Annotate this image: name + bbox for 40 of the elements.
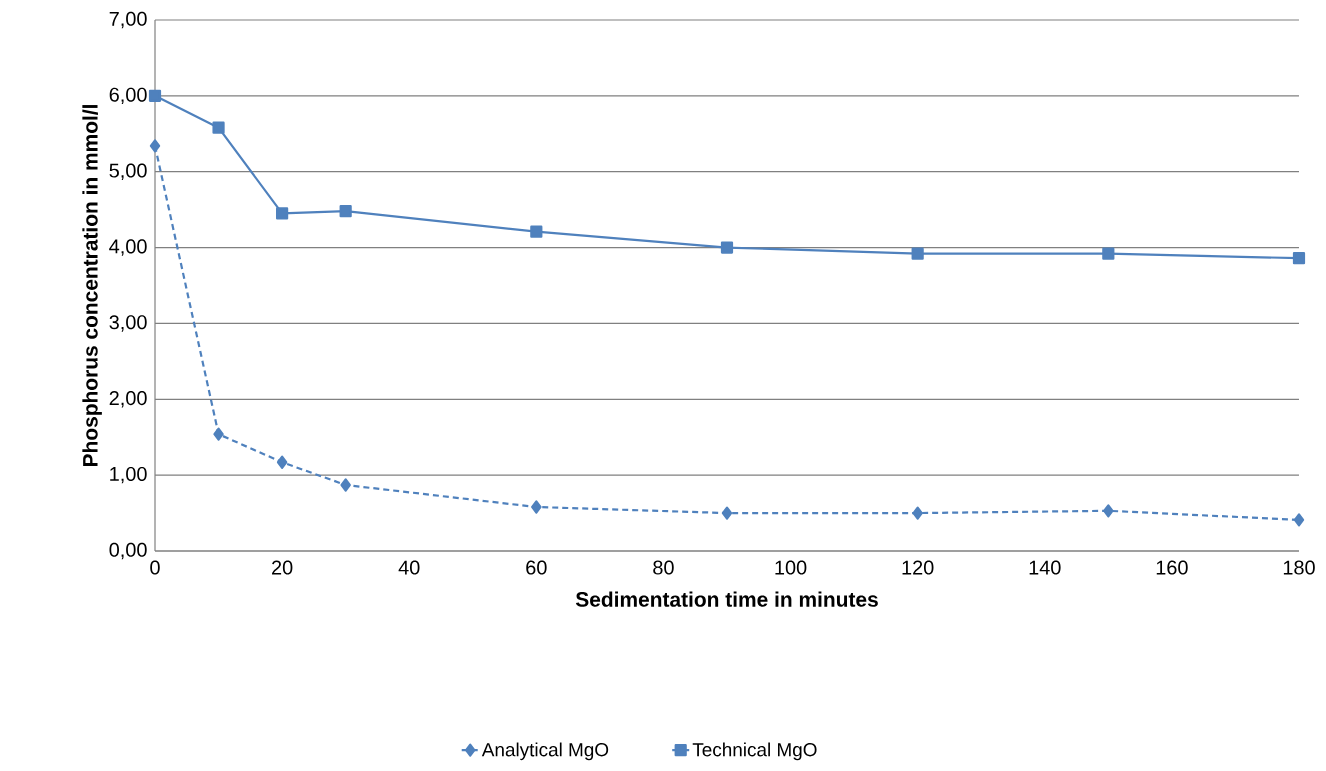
point bbox=[530, 225, 543, 238]
y-tick-label: 0,00 bbox=[109, 542, 147, 560]
y-tick-label: 5,00 bbox=[109, 163, 147, 180]
x-axis-title: Sedimentation time in minutes bbox=[575, 591, 878, 607]
point bbox=[720, 241, 734, 254]
x-tick-label: 0 bbox=[150, 560, 160, 575]
point bbox=[149, 139, 161, 153]
point bbox=[276, 455, 288, 469]
point bbox=[339, 205, 352, 218]
point bbox=[1103, 504, 1114, 518]
point bbox=[276, 207, 289, 220]
legend-label: Analytical MgO bbox=[481, 742, 609, 761]
point bbox=[1102, 247, 1115, 260]
y-tick-label: 2,00 bbox=[109, 391, 147, 408]
point bbox=[721, 506, 733, 520]
y-tick-label: 4,00 bbox=[109, 239, 147, 256]
point bbox=[148, 89, 162, 102]
x-tick-label: 40 bbox=[398, 560, 420, 575]
x-tick-label: 80 bbox=[653, 560, 674, 575]
point bbox=[911, 247, 924, 260]
y-tick-label: 6,00 bbox=[109, 87, 147, 105]
point bbox=[531, 500, 542, 514]
point bbox=[212, 121, 225, 134]
y-tick-label: 3,00 bbox=[109, 315, 147, 332]
x-tick-label: 60 bbox=[526, 560, 547, 575]
y-tick-label: 7,00 bbox=[109, 11, 147, 29]
x-tick-label: 160 bbox=[1156, 560, 1188, 575]
x-tick-label: 20 bbox=[272, 560, 293, 575]
point bbox=[1292, 252, 1306, 265]
point bbox=[912, 506, 923, 520]
legend-label: Technical MgO bbox=[692, 742, 817, 761]
x-tick-label: 140 bbox=[1029, 560, 1061, 575]
point bbox=[340, 478, 351, 492]
point bbox=[1293, 513, 1305, 527]
y-axis-title: Phosphorus concentration in mmol/l bbox=[82, 105, 102, 467]
x-tick-label: 120 bbox=[902, 560, 934, 575]
x-tick-label: 180 bbox=[1283, 560, 1315, 575]
y-tick-label: 1,00 bbox=[110, 466, 147, 484]
x-tick-label: 100 bbox=[775, 560, 807, 575]
point bbox=[213, 427, 224, 441]
